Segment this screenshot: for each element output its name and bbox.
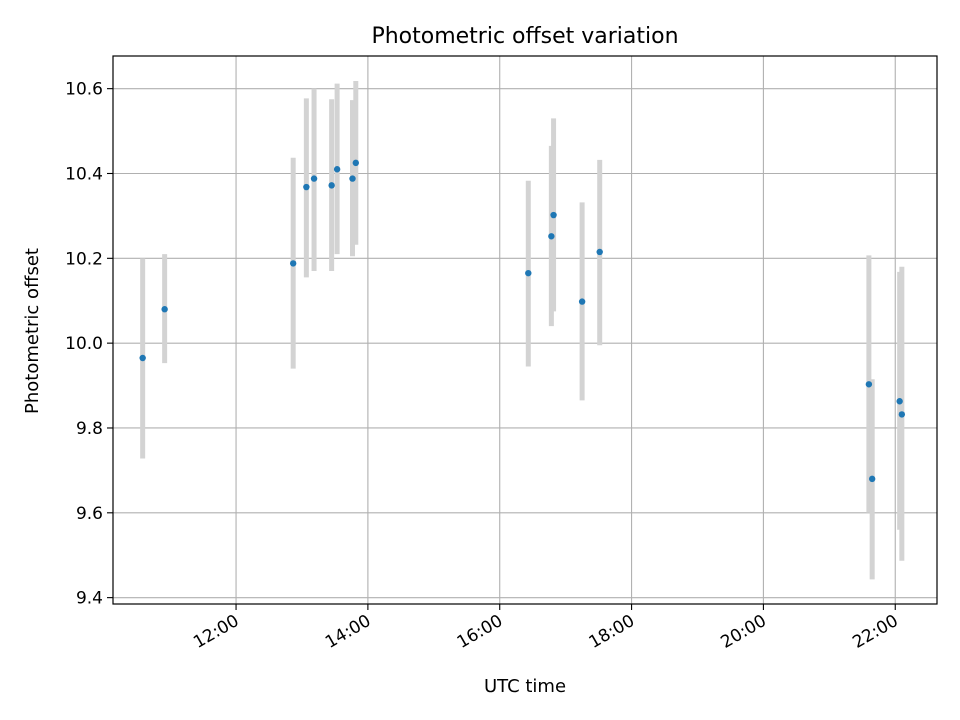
y-axis-label: Photometric offset bbox=[22, 248, 43, 414]
data-point bbox=[303, 183, 310, 191]
y-tick-label: 10.4 bbox=[65, 164, 103, 184]
x-axis-label: UTC time bbox=[484, 676, 566, 697]
data-point bbox=[289, 260, 297, 267]
data-point bbox=[139, 354, 146, 362]
x-tick-label: 18:00 bbox=[586, 611, 638, 653]
data-point bbox=[352, 159, 360, 167]
data-point bbox=[161, 306, 168, 313]
x-tick-label: 14:00 bbox=[322, 611, 374, 653]
x-tick-label: 20:00 bbox=[717, 611, 769, 653]
data-point bbox=[868, 475, 876, 483]
x-tick-label: 22:00 bbox=[849, 611, 901, 653]
data-point bbox=[349, 175, 356, 182]
data-point bbox=[310, 175, 318, 182]
data-point bbox=[550, 211, 557, 219]
chart-title: Photometric offset variation bbox=[371, 24, 678, 49]
x-tick-label: 16:00 bbox=[454, 611, 506, 653]
data-point bbox=[578, 298, 586, 305]
y-tick-label: 9.6 bbox=[76, 504, 103, 524]
y-tick-label: 10.0 bbox=[65, 334, 103, 354]
data-point bbox=[896, 398, 903, 405]
data-point bbox=[333, 166, 341, 173]
data-point bbox=[898, 411, 906, 418]
y-tick-label: 10.2 bbox=[65, 249, 103, 269]
data-point bbox=[596, 248, 603, 256]
error-bars bbox=[140, 81, 905, 580]
y-tick-label: 9.8 bbox=[76, 419, 103, 439]
y-tick-label: 9.4 bbox=[76, 589, 103, 609]
x-tick-label: 12:00 bbox=[190, 611, 242, 653]
data-point bbox=[865, 381, 873, 388]
data-point bbox=[525, 269, 532, 277]
data-point bbox=[328, 182, 335, 189]
grid bbox=[113, 56, 937, 604]
y-tick-label: 10.6 bbox=[65, 80, 103, 100]
plot-frame bbox=[112, 55, 938, 605]
data-point bbox=[548, 233, 555, 240]
data-points bbox=[139, 159, 906, 483]
ticks: 12:00 14:00 16:00 18:00 20:00 22:00 9.4 9.6 9.8 1… bbox=[65, 80, 902, 653]
